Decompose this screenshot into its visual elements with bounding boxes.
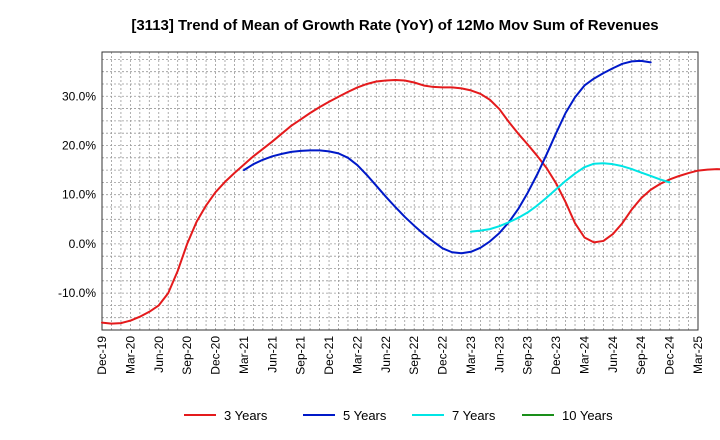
x-tick-label: Sep-21 (294, 336, 308, 375)
x-tick-label: Jun-22 (379, 336, 393, 373)
legend-label: 10 Years (562, 408, 613, 423)
legend-label: 7 Years (452, 408, 496, 423)
x-tick-label: Mar-24 (577, 336, 591, 374)
x-tick-label: Mar-21 (237, 336, 251, 374)
legend: 3 Years 5 Years 7 Years 10 Years (184, 408, 613, 423)
x-tick-label: Sep-24 (634, 336, 648, 375)
x-tick-label: Jun-24 (606, 336, 620, 373)
x-tick-label: Dec-23 (549, 336, 563, 375)
x-tick-label: Mar-23 (464, 336, 478, 374)
x-tick-label: Sep-22 (407, 336, 421, 375)
legend-label: 3 Years (224, 408, 268, 423)
x-tick-label: Sep-23 (521, 336, 535, 375)
x-tick-label: Mar-20 (123, 336, 137, 374)
x-tick-label: Sep-20 (180, 336, 194, 375)
series-line-7-years (469, 162, 671, 233)
series-layer (101, 59, 720, 325)
y-tick-label: 20.0% (62, 138, 96, 152)
plot-area (101, 51, 699, 331)
x-tick-label: Dec-22 (436, 336, 450, 375)
x-tick-label: Jun-20 (152, 336, 166, 373)
x-tick-label: Dec-20 (209, 336, 223, 375)
legend-label: 5 Years (343, 408, 387, 423)
x-axis-ticks: Dec-19 Mar-20 Jun-20 Sep-20 Dec-20 Mar-21 Jun-… (95, 336, 705, 375)
y-tick-label: 30.0% (62, 89, 96, 103)
x-tick-label: Mar-22 (350, 336, 364, 374)
y-tick-label: 10.0% (62, 188, 96, 202)
y-axis-ticks: 30.0% 20.0% 10.0% 0.0% -10.0% (58, 89, 96, 300)
x-tick-label: Jun-23 (492, 336, 506, 373)
series-line-3-years (101, 79, 720, 325)
series-line-5-years (242, 59, 652, 255)
y-tick-label: -10.0% (58, 286, 96, 300)
x-tick-label: Dec-19 (95, 336, 109, 375)
chart-title: [3113] Trend of Mean of Growth Rate (YoY… (131, 17, 658, 34)
x-tick-label: Dec-24 (663, 336, 677, 375)
x-tick-label: Dec-21 (322, 336, 336, 375)
grid (102, 52, 698, 330)
y-tick-label: 0.0% (69, 237, 97, 251)
x-tick-label: Mar-25 (691, 336, 705, 374)
x-tick-label: Jun-21 (265, 336, 279, 373)
